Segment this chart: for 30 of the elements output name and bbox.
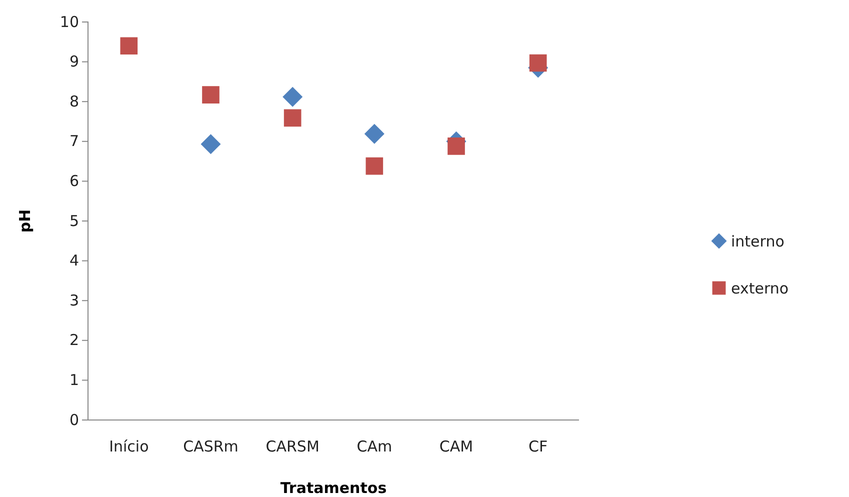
y-tick-label: 3 <box>69 291 79 310</box>
y-axis-title: pH <box>16 209 34 233</box>
point <box>366 157 384 175</box>
y-tick-label: 6 <box>69 172 79 190</box>
y-tick-label: 9 <box>69 52 79 71</box>
x-tick-label: CARSM <box>266 438 320 456</box>
point <box>200 134 221 154</box>
y-tick-label: 10 <box>60 12 79 31</box>
y-tick-label: 5 <box>69 212 79 230</box>
y-tick-label: 2 <box>69 331 79 350</box>
x-tick-label: CF <box>528 438 548 456</box>
x-tick-label: CAM <box>439 438 474 456</box>
y-tick-label: 7 <box>69 132 79 150</box>
x-tick-label: CASRm <box>183 438 238 456</box>
point <box>202 86 220 104</box>
x-tick-label: CAm <box>356 438 392 456</box>
legend-label: externo <box>731 279 789 298</box>
point <box>529 54 547 72</box>
y-tick-label: 8 <box>69 92 79 110</box>
legend-label: interno <box>731 232 784 250</box>
point <box>448 138 465 155</box>
point <box>120 37 138 55</box>
y-tick-label: 1 <box>69 371 79 389</box>
y-tick-label: 0 <box>69 410 79 429</box>
y-tick-label: 4 <box>69 252 79 270</box>
x-tick-label: Início <box>109 438 149 456</box>
point <box>364 124 384 144</box>
point <box>284 109 302 127</box>
point <box>282 86 303 107</box>
x-axis-title: Tratamentos <box>280 479 387 497</box>
